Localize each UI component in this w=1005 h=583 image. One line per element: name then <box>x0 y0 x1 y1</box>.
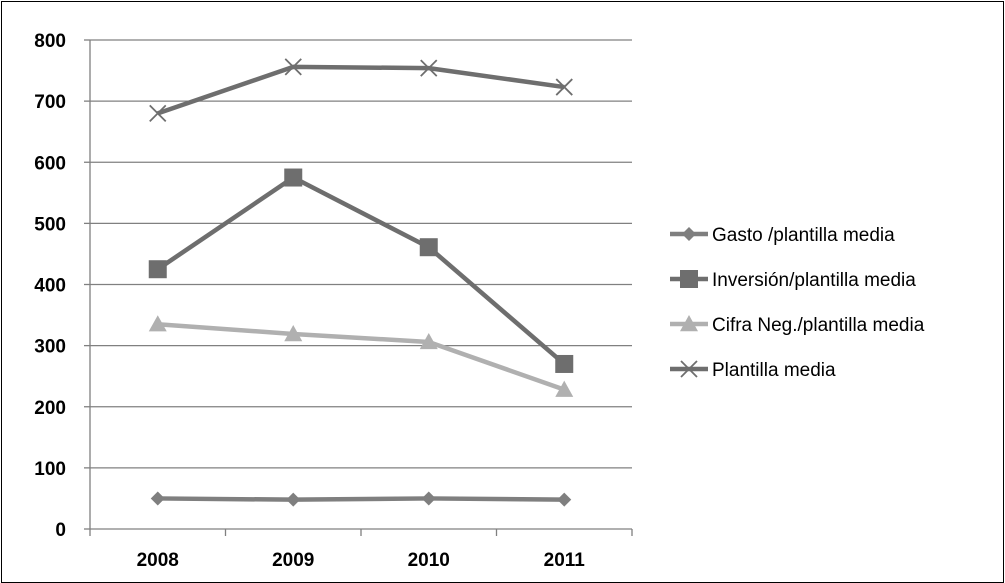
data-point <box>284 325 303 342</box>
x-tick-label: 2011 <box>544 550 586 571</box>
data-point <box>149 104 167 122</box>
data-point <box>148 315 167 332</box>
data-point <box>420 59 438 77</box>
y-tick-label: 500 <box>34 214 66 235</box>
legend-item: Cifra Neg./plantilla media <box>670 315 925 336</box>
gridlines <box>90 39 632 469</box>
y-tick-labels: 0 100 200 300 400 500 600 700 800 <box>34 31 66 541</box>
series-line <box>157 496 565 502</box>
data-point <box>284 58 302 76</box>
series-layer <box>148 58 574 507</box>
y-tick-label: 200 <box>34 398 66 419</box>
data-point <box>555 78 573 96</box>
y-tick-label: 300 <box>34 337 66 358</box>
x-tick-label: 2008 <box>137 550 179 571</box>
data-point <box>421 491 436 506</box>
y-tick-label: 700 <box>34 92 66 113</box>
x-tick-label: 2009 <box>272 550 314 571</box>
y-tick-label: 100 <box>34 459 66 480</box>
axes <box>84 39 633 536</box>
data-point <box>284 168 303 187</box>
legend-item: Plantilla media <box>670 360 836 381</box>
legend-marker <box>680 315 698 332</box>
x-tick-label: 2010 <box>408 550 450 571</box>
y-tick-label: 800 <box>34 31 66 52</box>
series-2 <box>148 315 574 397</box>
data-point <box>150 491 165 506</box>
data-point <box>555 354 574 373</box>
legend-item: Inversión/plantilla media <box>670 270 916 291</box>
data-point <box>419 238 438 257</box>
data-point <box>557 492 572 507</box>
series-1 <box>148 168 574 373</box>
legend-label: Gasto /plantilla media <box>712 225 895 246</box>
x-tick-labels: 2008 2009 2010 2011 <box>137 550 586 571</box>
series-line <box>157 64 565 116</box>
series-0 <box>150 491 572 507</box>
legend: Gasto /plantilla media Inversión/plantill… <box>670 225 925 381</box>
series-line <box>156 175 566 366</box>
legend-item: Gasto /plantilla media <box>670 225 895 246</box>
legend-marker <box>680 270 698 288</box>
legend-label: Plantilla media <box>712 360 836 381</box>
series-3 <box>149 58 573 122</box>
series-line <box>157 321 565 392</box>
legend-marker <box>680 360 698 378</box>
y-tick-label: 600 <box>34 153 66 174</box>
data-point <box>148 260 167 279</box>
data-point <box>419 332 438 350</box>
y-tick-label: 400 <box>34 276 66 297</box>
legend-label: Cifra Neg./plantilla media <box>712 315 925 336</box>
data-point <box>286 492 301 507</box>
data-point <box>555 380 574 397</box>
y-tick-label: 0 <box>55 520 66 541</box>
legend-marker <box>682 227 696 241</box>
legend-label: Inversión/plantilla media <box>712 270 916 291</box>
